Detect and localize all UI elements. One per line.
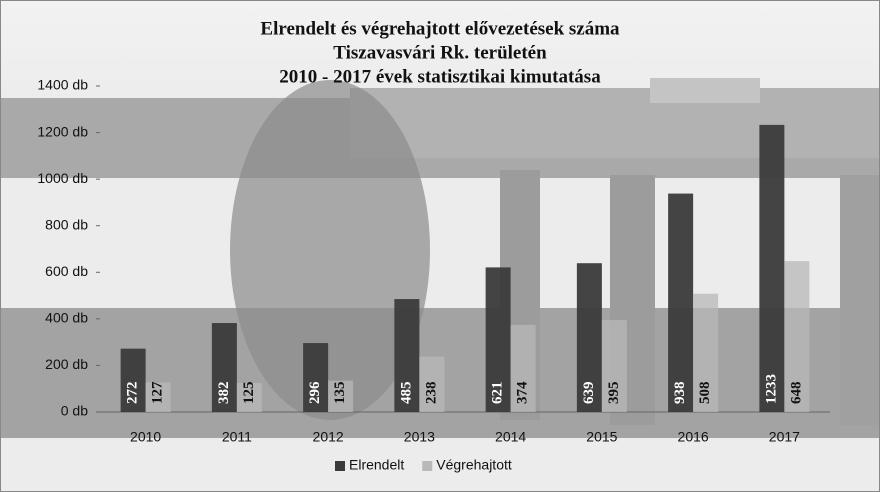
value-label: 648: [788, 382, 804, 405]
value-label: 508: [697, 382, 713, 405]
y-tick-label: 600 db: [45, 263, 88, 279]
value-label: 639: [581, 382, 597, 405]
value-label: 127: [150, 381, 166, 404]
x-tick-label: 2017: [769, 429, 800, 445]
chart: Elrendelt és végrehajtott elővezetések s…: [0, 0, 880, 492]
y-tick-label: 200 db: [45, 356, 88, 372]
y-tick-label: 1000 db: [37, 170, 88, 186]
y-tick-label: 1400 db: [37, 77, 88, 93]
bar: [668, 194, 693, 412]
x-tick-label: 2015: [586, 429, 617, 445]
legend-label: Elrendelt: [349, 457, 404, 473]
value-label: 272: [125, 382, 141, 405]
value-label: 238: [423, 382, 439, 405]
value-label: 382: [216, 382, 232, 405]
chart-title: 2010 - 2017 évek statisztikai kimutatása: [279, 66, 601, 87]
y-tick-label: 0 db: [61, 403, 88, 419]
y-tick-label: 1200 db: [37, 123, 88, 139]
chart-title: Elrendelt és végrehajtott elővezetések s…: [260, 18, 620, 39]
value-label: 621: [490, 382, 506, 405]
value-label: 374: [515, 381, 531, 404]
value-label: 135: [332, 382, 348, 405]
value-label: 296: [307, 381, 323, 404]
x-tick-label: 2010: [130, 429, 161, 445]
x-tick-label: 2012: [313, 429, 344, 445]
value-label: 1233: [763, 374, 779, 404]
legend-label: Végrehajtott: [436, 457, 512, 473]
value-label: 125: [241, 382, 257, 405]
legend-swatch: [335, 461, 345, 471]
y-tick-label: 800 db: [45, 216, 88, 232]
x-tick-label: 2016: [678, 429, 709, 445]
x-tick-label: 2014: [495, 429, 526, 445]
legend-swatch: [422, 461, 432, 471]
x-tick-label: 2013: [404, 429, 435, 445]
chart-title: Tiszavasvári Rk. területén: [333, 42, 547, 63]
x-tick-label: 2011: [222, 429, 252, 445]
bar: [759, 125, 784, 412]
y-tick-label: 400 db: [45, 310, 88, 326]
value-label: 938: [672, 382, 688, 405]
value-label: 395: [606, 382, 622, 405]
value-label: 485: [398, 382, 414, 405]
